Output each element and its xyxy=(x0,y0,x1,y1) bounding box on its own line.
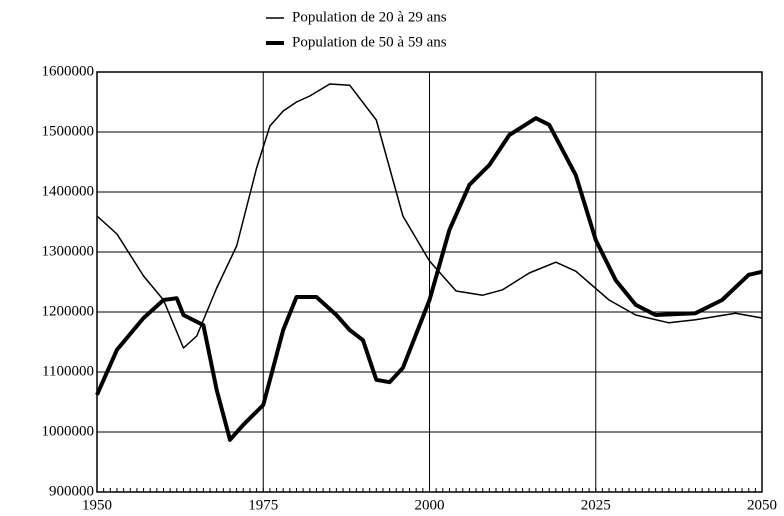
y-tick-label: 1600000 xyxy=(42,63,95,79)
x-tick-label: 2050 xyxy=(747,497,777,513)
line-series xyxy=(95,116,763,442)
legend-label: Population de 20 à 29 ans xyxy=(292,9,447,25)
y-tick-label: 1200000 xyxy=(42,303,95,319)
y-tick-label: 1100000 xyxy=(42,363,94,379)
x-tick-label: 1950 xyxy=(82,497,112,513)
x-tick-label: 1975 xyxy=(248,497,278,513)
y-tick-label: 1300000 xyxy=(42,243,95,259)
y-tick-label: 1000000 xyxy=(42,423,95,439)
y-tick-label: 1500000 xyxy=(42,123,95,139)
x-tick-label: 2025 xyxy=(581,497,611,513)
x-tick-label: 2000 xyxy=(415,497,445,513)
y-tick-label: 900000 xyxy=(49,483,94,499)
line-series xyxy=(96,83,763,349)
y-tick-label: 1400000 xyxy=(42,183,95,199)
legend-label: Population de 50 à 59 ans xyxy=(292,34,447,50)
plot-frame xyxy=(96,71,763,493)
